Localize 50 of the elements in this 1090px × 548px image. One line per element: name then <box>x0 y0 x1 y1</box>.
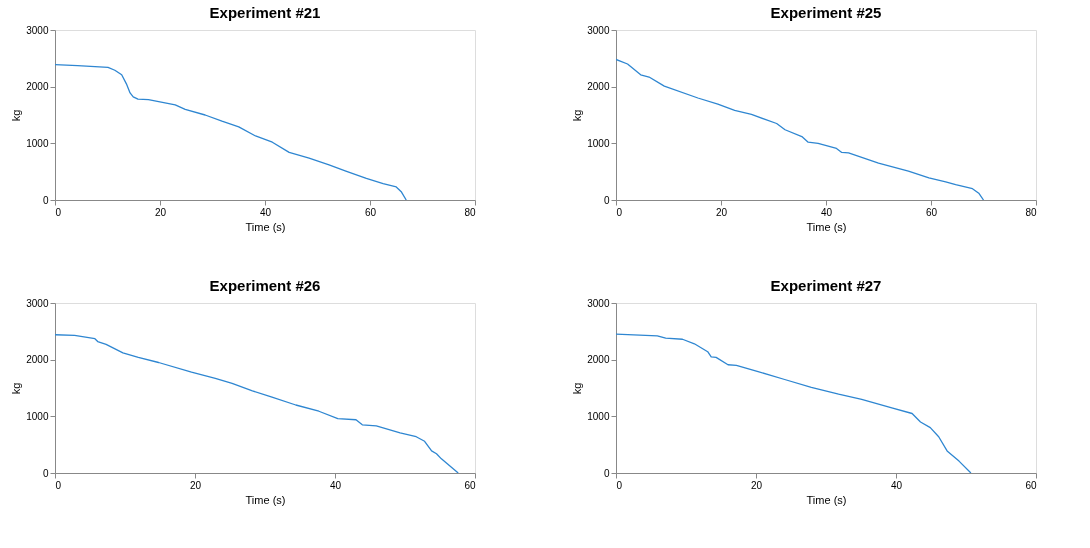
x-tick-label: 40 <box>329 479 342 491</box>
chart-title: Experiment #21 <box>209 4 321 21</box>
y-tick-label: 3000 <box>26 24 49 36</box>
line-series <box>616 58 985 200</box>
chart-title: Experiment #27 <box>770 277 882 294</box>
y-tick-label: 3000 <box>587 24 610 36</box>
x-tick-label: 20 <box>750 479 763 491</box>
x-tick-label: 60 <box>364 206 377 218</box>
x-tick-label: 40 <box>259 206 272 218</box>
y-tick-label: 0 <box>603 467 610 479</box>
x-tick-label: 0 <box>616 479 623 491</box>
line-series <box>616 333 972 473</box>
x-tick-label: 80 <box>464 206 476 218</box>
y-tick-label: 1000 <box>26 137 49 149</box>
x-axis-title: Time (s) <box>806 220 847 233</box>
x-tick-label: 0 <box>55 206 62 218</box>
x-tick-label: 60 <box>1025 479 1037 491</box>
x-tick-label: 20 <box>154 206 167 218</box>
y-tick-label: 3000 <box>26 297 49 309</box>
x-tick-label: 20 <box>715 206 728 218</box>
y-tick-label: 2000 <box>587 81 610 93</box>
x-tick-label: 40 <box>890 479 903 491</box>
x-axis-title: Time (s) <box>245 493 286 506</box>
x-tick-label: 0 <box>616 206 623 218</box>
y-tick-label: 2000 <box>26 354 49 366</box>
x-tick-label: 60 <box>925 206 938 218</box>
y-tick-label: 1000 <box>587 137 610 149</box>
y-axis-title: kg <box>571 109 584 122</box>
x-tick-label: 0 <box>55 479 62 491</box>
y-tick-label: 0 <box>42 194 49 206</box>
y-tick-label: 1000 <box>587 410 610 422</box>
x-tick-label: 40 <box>820 206 833 218</box>
y-axis-title: kg <box>10 109 23 122</box>
y-tick-label: 2000 <box>587 354 610 366</box>
y-tick-label: 3000 <box>587 297 610 309</box>
y-tick-label: 2000 <box>26 81 49 93</box>
y-axis-title: kg <box>571 382 584 395</box>
chart-title: Experiment #26 <box>209 277 321 294</box>
y-tick-label: 0 <box>603 194 610 206</box>
line-series <box>55 334 459 473</box>
x-axis-title: Time (s) <box>806 493 847 506</box>
chart-title: Experiment #25 <box>770 4 882 21</box>
line-series <box>55 63 407 200</box>
y-axis-title: kg <box>10 382 23 395</box>
x-tick-label: 20 <box>189 479 202 491</box>
x-tick-label: 80 <box>1025 206 1037 218</box>
y-tick-label: 0 <box>42 467 49 479</box>
y-tick-label: 1000 <box>26 410 49 422</box>
x-tick-label: 60 <box>464 479 476 491</box>
x-axis-title: Time (s) <box>245 220 286 233</box>
